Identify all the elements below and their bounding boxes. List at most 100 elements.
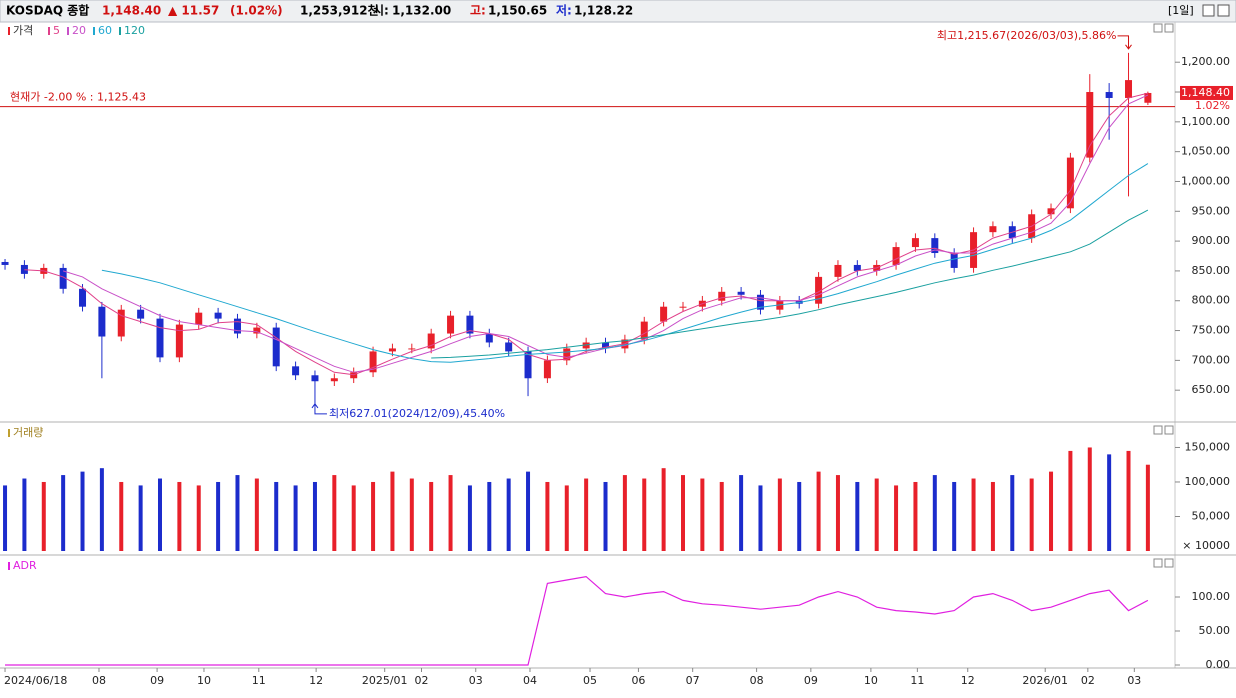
x-tick-label: 08 [750, 674, 764, 687]
candle-body [679, 306, 687, 308]
y-tick-label: 700.00 [1192, 353, 1231, 366]
candle-body [350, 372, 358, 379]
candle-body [272, 327, 280, 367]
volume-bar [603, 481, 608, 551]
candle-body [737, 291, 745, 295]
x-tick-label: 10 [197, 674, 211, 687]
header-low-key: 저: [556, 3, 572, 18]
moving-average [101, 163, 1149, 363]
candle-body [59, 267, 67, 289]
low-annotation: 최저627.01(2024/12/09),45.40% [329, 407, 505, 420]
volume-bar [855, 481, 860, 551]
panel-button[interactable] [1164, 558, 1174, 568]
volume-bar [371, 481, 376, 551]
header-price: 1,148.40 [102, 4, 161, 18]
y-tick-label: 950.00 [1192, 204, 1231, 217]
volume-bar [932, 475, 937, 551]
legend-swatch [93, 27, 95, 35]
volume-bar [1087, 447, 1092, 551]
candle-body [911, 238, 919, 248]
legend-swatch [48, 27, 50, 35]
panel-button[interactable] [1153, 23, 1163, 33]
minimize-button[interactable] [1202, 4, 1215, 17]
volume-bar [3, 485, 8, 551]
y-tick-label: 0.00 [1206, 658, 1231, 671]
volume-bar [680, 475, 685, 551]
volume-bar [700, 478, 705, 551]
candle-body [330, 378, 338, 382]
y-tick-label: 1,050.00 [1181, 145, 1230, 158]
legend-swatch [8, 562, 10, 570]
candle-body [79, 288, 87, 307]
candle-body [369, 351, 377, 373]
candle-body [1086, 92, 1094, 158]
y-tick-label: 50.00 [1199, 624, 1231, 637]
volume-bar [312, 481, 317, 551]
index-name: KOSDAQ 종합 [6, 3, 89, 18]
panel-button[interactable] [1164, 23, 1174, 33]
candle-body [853, 264, 861, 271]
annotation-arrow [311, 403, 327, 415]
header-low: 1,128.22 [574, 4, 633, 18]
volume-bar [487, 481, 492, 551]
panel-button[interactable] [1153, 558, 1163, 568]
panel-button[interactable] [1153, 425, 1163, 435]
x-tick-label: 03 [469, 674, 483, 687]
legend-label: 가격 [13, 24, 33, 37]
volume-bar [971, 478, 976, 551]
legend-swatch [119, 27, 121, 35]
volume-bar [61, 475, 66, 551]
close-button[interactable] [1217, 4, 1230, 17]
x-tick-label: 08 [92, 674, 106, 687]
header-change: ▲ 11.57 [168, 4, 219, 18]
volume-bar [835, 475, 840, 551]
panel-title: 거래량 [13, 426, 43, 439]
period[interactable]: [1일] [1168, 3, 1194, 17]
candle-body [253, 327, 261, 334]
header-high-key: 고: [470, 4, 486, 18]
candle-body [718, 291, 726, 301]
header-bar [0, 0, 1236, 23]
volume-bar [254, 478, 259, 551]
volume-bar [797, 481, 802, 551]
volume-bar [1010, 475, 1015, 551]
header-open: 1,132.00 [392, 4, 451, 18]
legend-swatch [8, 27, 10, 35]
volume-bar [216, 481, 221, 551]
volume-bar [913, 481, 918, 551]
x-tick-label: 09 [804, 674, 818, 687]
y-tick-label: 100,000 [1185, 475, 1231, 488]
volume-bar [332, 475, 337, 551]
y-tick-label: 900.00 [1192, 234, 1231, 247]
candle-body [1144, 92, 1152, 103]
candle-body [1, 261, 9, 265]
volume-bar [661, 468, 666, 551]
volume-bar [351, 485, 356, 551]
x-tick-label: 12 [961, 674, 975, 687]
x-tick-label: 10 [864, 674, 878, 687]
candle-body [175, 324, 183, 358]
volume-bar [1126, 450, 1131, 551]
legend-label: 60 [98, 24, 112, 37]
volume-bar [506, 478, 511, 551]
candle-body [388, 348, 396, 352]
candle-body [660, 306, 668, 322]
volume-bar [80, 471, 85, 551]
y-tick-label: 1,000.00 [1181, 174, 1230, 187]
panel-button[interactable] [1164, 425, 1174, 435]
volume-bar [293, 485, 298, 551]
x-tick-label: 02 [1081, 674, 1095, 687]
x-tick-label: 03 [1127, 674, 1141, 687]
volume-bar [584, 478, 589, 551]
x-tick-label: 12 [309, 674, 323, 687]
candle-body [602, 342, 610, 349]
reference-label: 현재가 -2.00 % : 1,125.43 [10, 91, 146, 104]
header-high: 1,150.65 [488, 4, 547, 18]
candle-body [1047, 208, 1055, 215]
volume-bar [1029, 478, 1034, 551]
y-tick-label: 750.00 [1192, 324, 1231, 337]
volume-bar [1145, 464, 1150, 551]
volume-bar [990, 481, 995, 551]
